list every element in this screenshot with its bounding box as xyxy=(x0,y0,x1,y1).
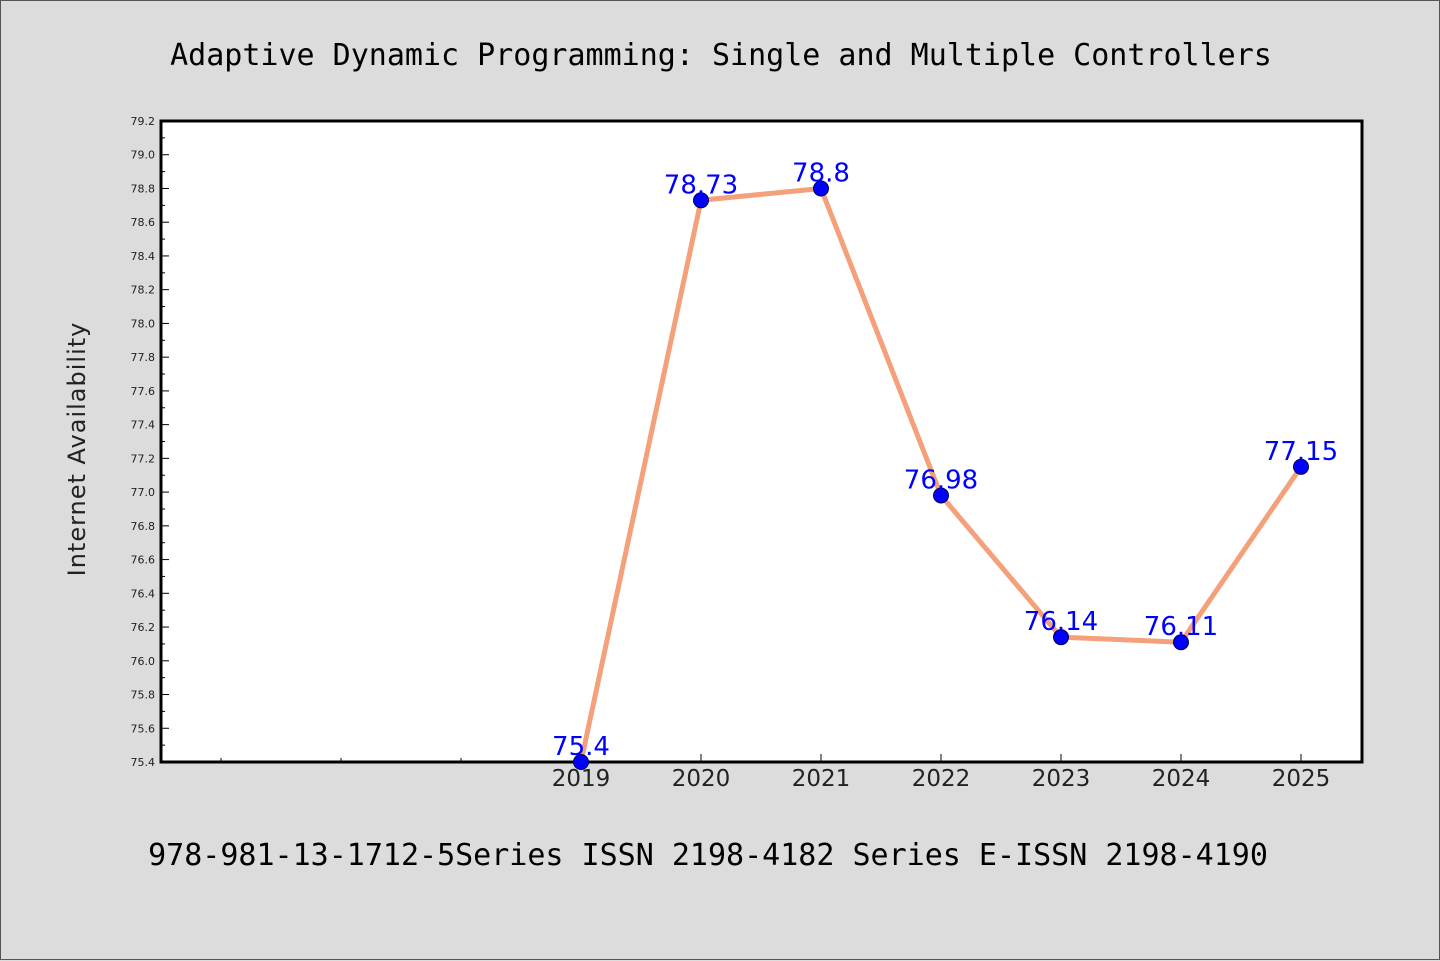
x-tick-label: 2024 xyxy=(1152,766,1211,792)
data-label: 76.11 xyxy=(1144,612,1218,642)
y-tick-label: 77.6 xyxy=(131,385,156,398)
y-tick-label: 76.4 xyxy=(131,587,156,600)
data-label: 78.73 xyxy=(664,170,738,200)
data-point xyxy=(813,180,829,197)
y-tick-label: 76.2 xyxy=(131,621,156,634)
data-label: 75.4 xyxy=(552,732,610,762)
x-tick-label: 2019 xyxy=(552,766,611,792)
markers-group xyxy=(573,180,1309,770)
data-label: 76.14 xyxy=(1024,607,1098,637)
data-point xyxy=(573,754,589,770)
x-tick-label: 2025 xyxy=(1272,766,1331,792)
x-tick-label: 2023 xyxy=(1032,766,1091,792)
y-tick-label: 75.4 xyxy=(131,756,156,769)
y-tick-label: 79.0 xyxy=(131,149,156,162)
data-point xyxy=(1053,629,1069,646)
x-tick-label: 2021 xyxy=(792,766,851,792)
data-point xyxy=(933,487,949,504)
y-tick-label: 78.8 xyxy=(131,182,156,195)
x-tick-label: 2022 xyxy=(912,766,971,792)
y-tick-label: 75.6 xyxy=(131,722,156,735)
y-axis-label: Internet Availability xyxy=(63,322,91,577)
data-point xyxy=(1173,634,1189,651)
y-tick-label: 78.2 xyxy=(131,284,156,297)
plot-area xyxy=(159,119,1364,764)
y-tick-label: 78.6 xyxy=(131,216,156,229)
y-tick-label: 77.8 xyxy=(131,351,156,364)
chart-title: Adaptive Dynamic Programming: Single and… xyxy=(170,38,1272,73)
y-tick-label: 77.2 xyxy=(131,452,156,465)
y-tick-label: 78.4 xyxy=(131,250,156,263)
x-tick-label: 2020 xyxy=(672,766,731,792)
y-tick-label: 76.6 xyxy=(131,554,156,567)
data-labels-group: 75.4 78.73 78.8 76.98 76.14 76.11 77.15 xyxy=(552,158,1338,762)
y-tick-label: 76.8 xyxy=(131,520,156,533)
y-tick-label: 77.4 xyxy=(131,419,156,432)
y-tick-label: 78.0 xyxy=(131,317,156,330)
y-tick-label: 76.0 xyxy=(131,655,156,668)
data-point xyxy=(1293,458,1309,475)
footer-text: 978-981-13-1712-5Series ISSN 2198-4182 S… xyxy=(148,838,1268,873)
y-tick-label: 77.0 xyxy=(131,486,156,499)
y-tick-label: 75.8 xyxy=(131,689,156,702)
data-label: 77.15 xyxy=(1264,437,1338,467)
y-tick-label: 79.2 xyxy=(131,115,156,128)
data-label: 78.8 xyxy=(792,158,850,188)
y-axis: 75.4 75.6 75.8 76.0 76.2 76.4 76.6 76.8 77.0 77.2… xyxy=(131,115,169,769)
x-axis: 2019 2020 2021 2022 2023 2024 2025 xyxy=(220,754,1331,792)
data-point xyxy=(693,192,709,209)
data-label: 76.98 xyxy=(904,465,978,495)
